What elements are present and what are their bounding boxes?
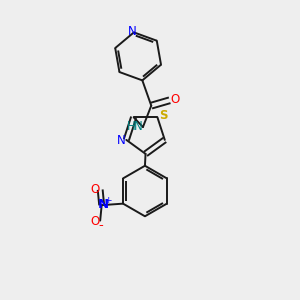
Text: N: N: [117, 134, 126, 147]
Text: N: N: [98, 198, 109, 211]
Text: N: N: [134, 120, 143, 133]
Text: N: N: [128, 25, 136, 38]
Text: -: -: [98, 219, 103, 232]
Text: O: O: [170, 94, 179, 106]
Text: O: O: [90, 183, 100, 196]
Text: S: S: [159, 109, 167, 122]
Text: O: O: [90, 215, 100, 228]
Text: H: H: [127, 120, 136, 133]
Text: +: +: [104, 196, 112, 205]
